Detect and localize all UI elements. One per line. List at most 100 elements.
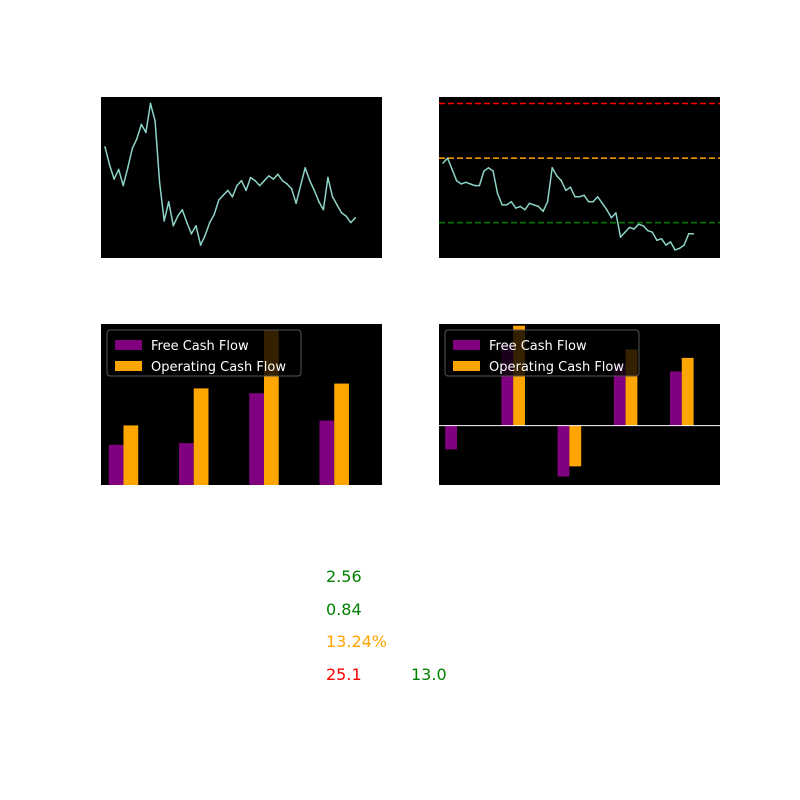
data-point bbox=[331, 196, 334, 198]
data-point bbox=[505, 204, 508, 206]
bar-operating-cash-flow-2 bbox=[193, 388, 209, 485]
data-point bbox=[478, 184, 481, 187]
legend-swatch-2 bbox=[115, 361, 142, 371]
bar-operating-cash-flow-4 bbox=[625, 349, 638, 426]
data-point bbox=[519, 205, 522, 208]
data-point bbox=[533, 204, 535, 206]
data-point bbox=[268, 175, 270, 177]
data-point bbox=[501, 204, 503, 206]
data-point bbox=[354, 216, 357, 219]
data-point bbox=[665, 244, 667, 246]
data-point bbox=[464, 181, 467, 184]
data-point bbox=[656, 239, 658, 242]
legend: Free Cash Flow Operating Cash Flow bbox=[106, 329, 302, 377]
bar-free-cash-flow-2 bbox=[178, 443, 194, 485]
data-point bbox=[286, 183, 288, 185]
data-point bbox=[528, 202, 531, 205]
legend-box bbox=[106, 329, 302, 377]
plot-area bbox=[439, 102, 720, 251]
bar-free-cash-flow-4 bbox=[613, 364, 626, 426]
data-point bbox=[592, 200, 594, 203]
data-point bbox=[569, 186, 572, 188]
series-line-1 bbox=[104, 102, 356, 246]
panel-top-left-line-chart bbox=[101, 97, 382, 258]
data-point bbox=[606, 208, 608, 211]
data-point bbox=[460, 183, 463, 185]
plot-background bbox=[439, 97, 720, 258]
data-point bbox=[651, 231, 654, 234]
data-point bbox=[492, 170, 494, 172]
data-point bbox=[628, 226, 631, 229]
data-point bbox=[122, 184, 124, 187]
data-point bbox=[245, 189, 247, 192]
data-point bbox=[322, 208, 325, 211]
data-point bbox=[117, 168, 120, 171]
data-point bbox=[304, 167, 307, 169]
legend-label-1: Free Cash Flow bbox=[489, 339, 587, 354]
data-point bbox=[258, 184, 261, 187]
data-point bbox=[167, 200, 170, 203]
data-point bbox=[483, 170, 485, 172]
data-point bbox=[108, 163, 111, 166]
legend-swatch-1 bbox=[453, 340, 480, 350]
data-point bbox=[340, 212, 343, 214]
data-point bbox=[299, 184, 302, 187]
data-point bbox=[619, 236, 622, 238]
data-point bbox=[345, 215, 347, 217]
plot-background bbox=[101, 97, 382, 258]
data-point bbox=[190, 233, 193, 235]
data-point bbox=[181, 208, 184, 211]
data-point bbox=[587, 200, 590, 203]
data-point bbox=[295, 202, 297, 205]
data-point bbox=[349, 221, 352, 224]
data-point bbox=[277, 173, 279, 176]
data-point bbox=[546, 200, 549, 203]
data-point bbox=[236, 184, 238, 187]
data-point bbox=[560, 179, 563, 182]
data-point bbox=[446, 157, 449, 159]
data-point bbox=[163, 220, 165, 222]
data-point bbox=[633, 228, 635, 230]
data-point bbox=[442, 162, 444, 164]
data-point bbox=[474, 184, 476, 187]
panel-top-right-line-chart bbox=[439, 97, 720, 258]
metric-value-3: 13.24% bbox=[326, 632, 388, 651]
data-point bbox=[510, 200, 513, 203]
data-point bbox=[254, 179, 256, 182]
data-point bbox=[104, 146, 106, 148]
data-point bbox=[637, 223, 640, 225]
data-point bbox=[674, 249, 676, 251]
data-point bbox=[601, 202, 604, 205]
data-point bbox=[574, 196, 576, 198]
bar-free-cash-flow-1 bbox=[108, 444, 124, 485]
bar-free-cash-flow-1 bbox=[445, 425, 457, 450]
data-point bbox=[240, 179, 243, 182]
data-point bbox=[496, 192, 499, 195]
metric-value-2: 0.84 bbox=[326, 600, 362, 619]
metric-value-5: 13.0 bbox=[411, 665, 447, 684]
data-point bbox=[692, 233, 695, 235]
data-point bbox=[231, 196, 234, 198]
metric-value-1: 2.56 bbox=[326, 567, 362, 586]
panel-bottom-right-bar-chart: Free Cash Flow Operating Cash Flow bbox=[439, 324, 720, 485]
data-point bbox=[610, 216, 613, 219]
data-point bbox=[186, 221, 188, 224]
data-point bbox=[199, 244, 202, 246]
data-point bbox=[487, 167, 490, 169]
panel-bottom-left-bar-chart: Free Cash Flow Operating Cash Flow bbox=[101, 324, 382, 485]
data-point bbox=[263, 179, 266, 182]
data-point bbox=[455, 179, 458, 182]
data-point bbox=[642, 225, 644, 227]
data-point bbox=[113, 178, 115, 180]
data-point bbox=[669, 241, 672, 243]
data-point bbox=[281, 179, 284, 182]
data-point bbox=[660, 237, 663, 240]
data-point bbox=[204, 234, 206, 237]
data-point bbox=[149, 102, 152, 105]
data-point bbox=[555, 175, 558, 177]
data-point bbox=[537, 205, 540, 208]
data-point bbox=[195, 225, 197, 227]
bar-operating-cash-flow-5 bbox=[681, 357, 694, 426]
data-point bbox=[515, 207, 517, 209]
data-point bbox=[578, 196, 581, 198]
